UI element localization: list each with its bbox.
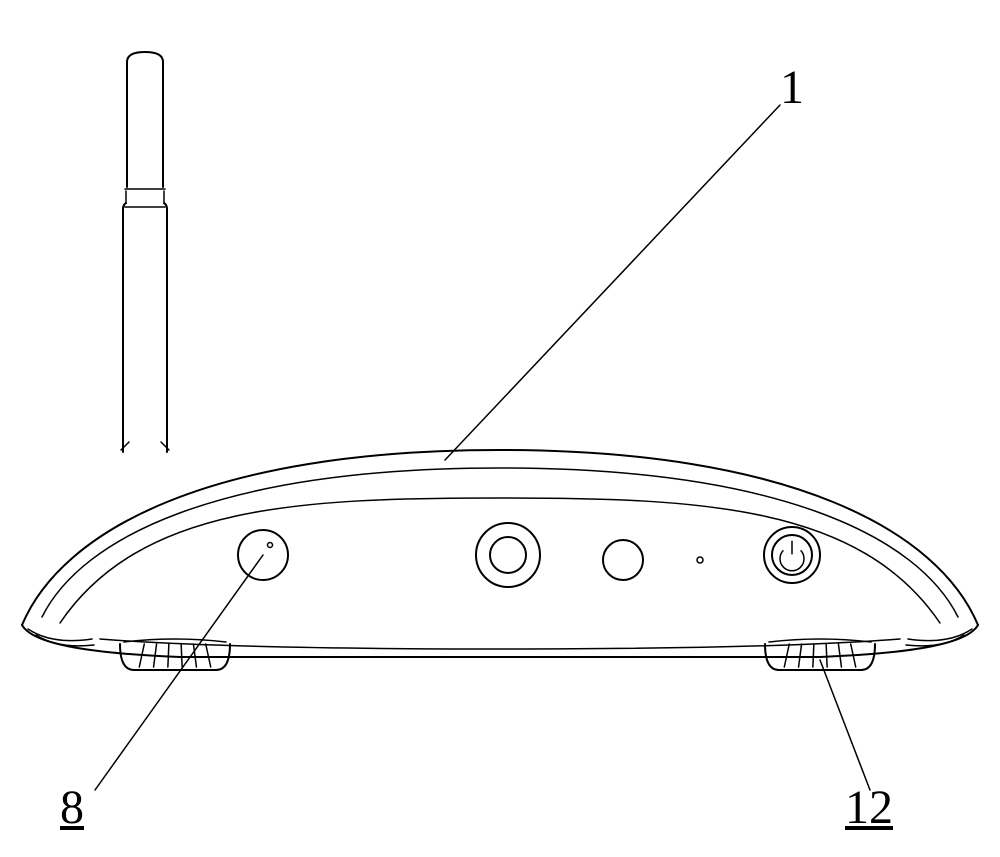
callout-label-12: 12 <box>845 780 893 835</box>
callout-text-12: 12 <box>845 781 893 834</box>
callout-label-8: 8 <box>60 780 84 835</box>
callout-text-8: 8 <box>60 781 84 834</box>
callout-text-1: 1 <box>780 61 804 114</box>
line-drawing-svg <box>0 0 1000 857</box>
diagram-canvas: 1 8 12 <box>0 0 1000 857</box>
callout-label-1: 1 <box>780 60 804 115</box>
